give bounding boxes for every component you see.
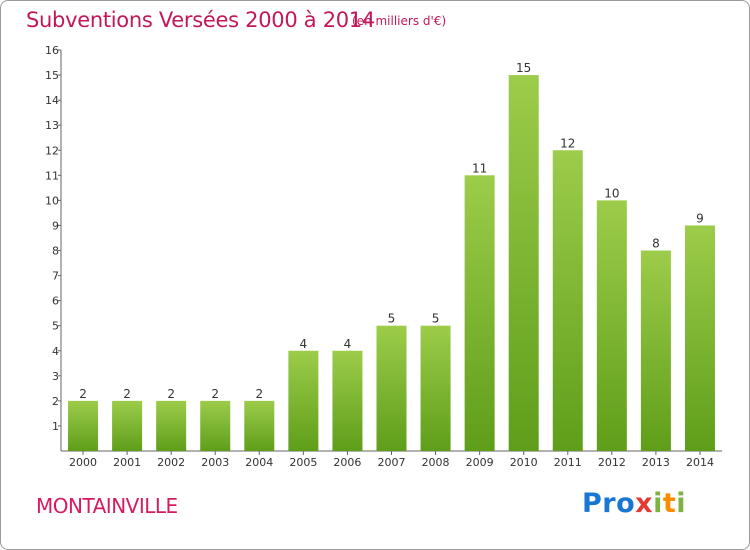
- x-tick-label: 2008: [422, 456, 450, 469]
- bar: [112, 400, 143, 451]
- y-tick-label: 4: [52, 345, 59, 358]
- x-tick-label: 2007: [378, 456, 406, 469]
- data-label: 2: [255, 387, 263, 401]
- proxiti-logo: Proxiti: [582, 488, 687, 519]
- x-tick-label: 2000: [69, 456, 97, 469]
- x-tick-label: 2012: [598, 456, 626, 469]
- data-label: 15: [516, 61, 531, 75]
- x-tick-label: 2005: [289, 456, 317, 469]
- chart-subtitle: (en milliers d'€): [352, 14, 447, 28]
- y-tick-label: 10: [45, 194, 59, 207]
- data-label: 2: [123, 387, 131, 401]
- y-tick-label: 3: [52, 370, 59, 383]
- bar: [332, 350, 363, 451]
- y-tick-label: 16: [45, 44, 59, 57]
- x-tick-label: 2002: [157, 456, 185, 469]
- bar: [552, 150, 583, 451]
- data-label: 4: [344, 337, 352, 351]
- bar: [156, 400, 187, 451]
- x-tick-label: 2011: [554, 456, 582, 469]
- y-tick-label: 13: [45, 119, 59, 132]
- y-tick-label: 14: [45, 94, 59, 107]
- x-tick-label: 2001: [113, 456, 141, 469]
- data-label: 11: [472, 161, 487, 175]
- bar: [244, 400, 275, 451]
- data-label: 5: [388, 312, 396, 326]
- data-label: 8: [652, 237, 660, 251]
- x-tick-label: 2014: [686, 456, 714, 469]
- bar: [68, 400, 99, 451]
- x-tick-label: 2004: [245, 456, 273, 469]
- y-tick-label: 9: [52, 219, 59, 232]
- x-tick-label: 2010: [510, 456, 538, 469]
- data-label: 9: [696, 211, 704, 225]
- bar: [464, 175, 495, 451]
- y-tick-label: 5: [52, 320, 59, 333]
- x-tick-label: 2013: [642, 456, 670, 469]
- bar: [420, 325, 451, 451]
- bar: [376, 325, 407, 451]
- bar: [684, 225, 715, 451]
- x-tick-label: 2009: [466, 456, 494, 469]
- y-tick-label: 6: [52, 295, 59, 308]
- y-tick-label: 8: [52, 245, 59, 258]
- data-label: 4: [300, 337, 308, 351]
- x-tick-label: 2003: [201, 456, 229, 469]
- y-tick-label: 7: [52, 270, 59, 283]
- data-label: 2: [79, 387, 87, 401]
- y-tick-label: 12: [45, 144, 59, 157]
- bar: [200, 400, 231, 451]
- bar: [640, 250, 671, 451]
- y-tick-label: 15: [45, 69, 59, 82]
- data-label: 2: [167, 387, 175, 401]
- bar: [288, 350, 319, 451]
- x-tick-label: 2006: [333, 456, 361, 469]
- y-tick-label: 11: [45, 169, 59, 182]
- data-label: 2: [211, 387, 219, 401]
- bar: [596, 200, 627, 451]
- chart-title: Subventions Versées 2000 à 2014: [26, 8, 375, 32]
- labels: 2000 2 2001 2 2002 2 2003 2 2004 2 2005 4 2006 4 2007 5…: [69, 61, 714, 469]
- y-tick-label: 2: [52, 395, 59, 408]
- bars: [68, 75, 715, 451]
- y-tick-label: 1: [52, 420, 59, 433]
- bar: [508, 75, 539, 451]
- data-label: 10: [604, 186, 619, 200]
- commune-name: MONTAINVILLE: [36, 494, 178, 518]
- data-label: 12: [560, 136, 575, 150]
- data-label: 5: [432, 312, 440, 326]
